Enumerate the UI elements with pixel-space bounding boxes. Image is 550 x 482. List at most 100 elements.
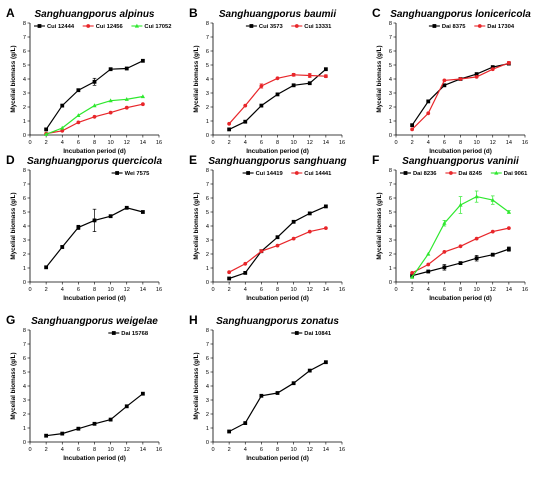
series-cui-3573 [227, 67, 328, 132]
data-point [124, 97, 129, 101]
legend-marker [246, 171, 250, 175]
data-point [60, 103, 65, 108]
y-tick-label: 4 [389, 224, 392, 230]
data-point [442, 265, 447, 270]
x-tick-label: 12 [490, 140, 496, 146]
data-point [259, 393, 264, 398]
series-line [228, 205, 327, 280]
y-tick-label: 7 [389, 182, 392, 188]
x-tick-label: 2 [45, 140, 48, 146]
data-point [474, 256, 479, 261]
data-point [124, 404, 129, 409]
data-point [426, 99, 431, 104]
y-tick-label: 4 [206, 384, 209, 390]
series-cui-14419 [227, 204, 328, 281]
legend: Dai 15768 [108, 331, 149, 337]
x-axis-title: Incubation period (d) [246, 455, 309, 462]
y-tick-label: 2 [389, 252, 392, 258]
y-tick-label: 6 [23, 356, 26, 362]
y-axis-title: Mycelial biomass (g/L) [376, 45, 383, 112]
series-cui-12456 [44, 102, 145, 136]
y-tick-label: 2 [23, 105, 26, 111]
data-point [60, 128, 65, 133]
data-point [60, 245, 65, 249]
data-point [259, 103, 264, 108]
legend: Dai 10841 [291, 331, 332, 337]
data-point [60, 125, 65, 130]
x-tick-label: 0 [394, 140, 397, 146]
data-point [140, 102, 145, 107]
x-tick-label: 6 [443, 140, 446, 146]
x-tick-label: 0 [28, 447, 31, 453]
data-point [323, 204, 328, 209]
data-point [227, 270, 232, 275]
y-tick-label: 8 [206, 328, 209, 334]
data-point [506, 247, 511, 251]
chart-title: Sanghuangporus quercicola [27, 156, 162, 167]
chart-title: Sanghuangporus baumii [219, 9, 336, 20]
data-point [243, 103, 248, 108]
x-tick-label: 8 [93, 447, 96, 453]
y-tick-label: 7 [23, 35, 26, 41]
legend-entry: Cui 14441 [304, 171, 332, 177]
legend-entry: Cui 3573 [259, 24, 284, 30]
data-point [458, 77, 463, 81]
y-tick-label: 6 [389, 49, 392, 55]
y-axis-title: Mycelial biomass (g/L) [193, 352, 200, 419]
legend: Cui 12444 Cui 12456 Cui 17052 [34, 23, 171, 30]
legend-marker [86, 24, 91, 28]
x-tick-label: 16 [522, 140, 528, 146]
y-tick-label: 1 [389, 119, 392, 125]
y-tick-label: 8 [23, 168, 26, 174]
legend-entry: Dai 10841 [304, 331, 332, 337]
legend-entry: Cui 13331 [304, 24, 332, 30]
legend-entry: Cui 14419 [256, 171, 284, 177]
y-tick-label: 7 [206, 342, 209, 348]
data-point [259, 249, 264, 254]
data-point [44, 265, 49, 270]
data-point [92, 114, 97, 119]
data-point [108, 110, 113, 115]
x-tick-label: 16 [339, 287, 345, 293]
y-tick-label: 4 [389, 77, 392, 83]
series-line [411, 227, 510, 274]
series-cui-14441 [227, 226, 328, 275]
x-tick-label: 12 [124, 287, 130, 293]
x-tick-label: 0 [211, 287, 214, 293]
y-tick-label: 8 [206, 168, 209, 174]
y-tick-label: 1 [206, 426, 209, 432]
data-point [124, 105, 129, 110]
legend-entry: Dai 17304 [487, 24, 515, 30]
panel-label: E [189, 153, 197, 167]
y-tick-label: 1 [206, 119, 209, 125]
legend: Cui 3573 Cui 13331 [245, 24, 332, 30]
data-point [323, 360, 328, 365]
y-tick-label: 8 [206, 21, 209, 27]
x-tick-label: 10 [474, 287, 480, 293]
x-tick-label: 8 [459, 287, 462, 293]
data-point [458, 261, 463, 265]
x-tick-label: 8 [276, 287, 279, 293]
legend: Cui 14419 Cui 14441 [242, 171, 332, 177]
x-tick-label: 6 [77, 140, 80, 146]
y-tick-label: 1 [389, 266, 392, 272]
panel-label: F [372, 153, 379, 167]
data-point [108, 417, 113, 422]
x-tick-label: 8 [93, 287, 96, 293]
legend-marker [477, 24, 482, 28]
data-point [506, 226, 511, 231]
y-tick-label: 6 [23, 49, 26, 55]
data-point [76, 113, 81, 117]
x-tick-label: 6 [260, 140, 263, 146]
data-point [474, 236, 479, 241]
series-cui-13331 [227, 72, 328, 126]
x-tick-label: 2 [45, 447, 48, 453]
y-tick-label: 5 [206, 210, 209, 216]
panel-label: G [6, 313, 15, 327]
data-point [307, 211, 312, 216]
data-point [243, 271, 248, 275]
y-tick-label: 1 [23, 119, 26, 125]
